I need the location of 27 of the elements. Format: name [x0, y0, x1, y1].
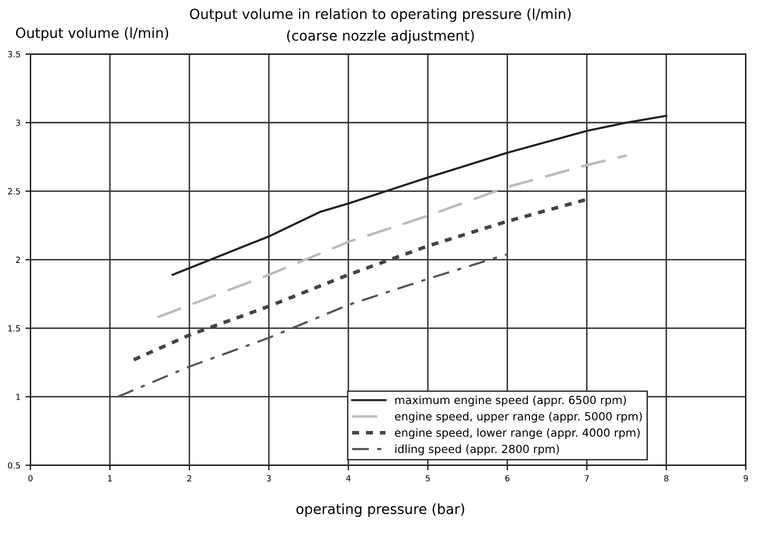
y-tick-label: 1	[16, 394, 20, 400]
y-tick-label: 3.5	[8, 51, 20, 58]
y-tick-label: 2.5	[8, 188, 20, 194]
legend-label: engine speed, lower range (appr. 4000 rpm)	[394, 428, 640, 439]
y-axis-title: Output volume (l/min)	[16, 27, 168, 41]
x-tick-label: 3	[266, 475, 271, 482]
x-tick-label: 9	[744, 475, 748, 482]
line-series	[172, 114, 668, 276]
x-tick-label: 8	[664, 475, 668, 482]
x-tick-label: 6	[505, 475, 510, 482]
x-tick-label: 7	[584, 475, 589, 482]
y-tick-label: 2	[16, 256, 20, 263]
y-tick-label: 1.5	[8, 325, 20, 332]
x-tick-label: 1	[108, 475, 112, 482]
x-tick-label: 5	[426, 475, 430, 482]
y-tick-label: 3	[16, 120, 20, 126]
legend-label: engine speed, upper range (appr. 5000 rpm)	[394, 412, 642, 423]
chart-subtitle: (coarse nozzle adjustment)	[287, 30, 474, 44]
x-axis-title: operating pressure (bar)	[296, 503, 464, 517]
x-tick-label: 0	[28, 475, 33, 482]
x-tick-label: 4	[346, 475, 351, 482]
legend-label: idling speed (appr. 2800 rpm)	[395, 444, 559, 456]
x-tick-label: 2	[187, 475, 192, 482]
y-tick-label: 0.5	[8, 462, 20, 469]
line-series	[156, 154, 628, 318]
chart-title: Output volume in relation to operating pressure (l/min)	[190, 8, 571, 22]
legend-label: maximum engine speed (appr. 6500 rpm)	[395, 396, 626, 406]
